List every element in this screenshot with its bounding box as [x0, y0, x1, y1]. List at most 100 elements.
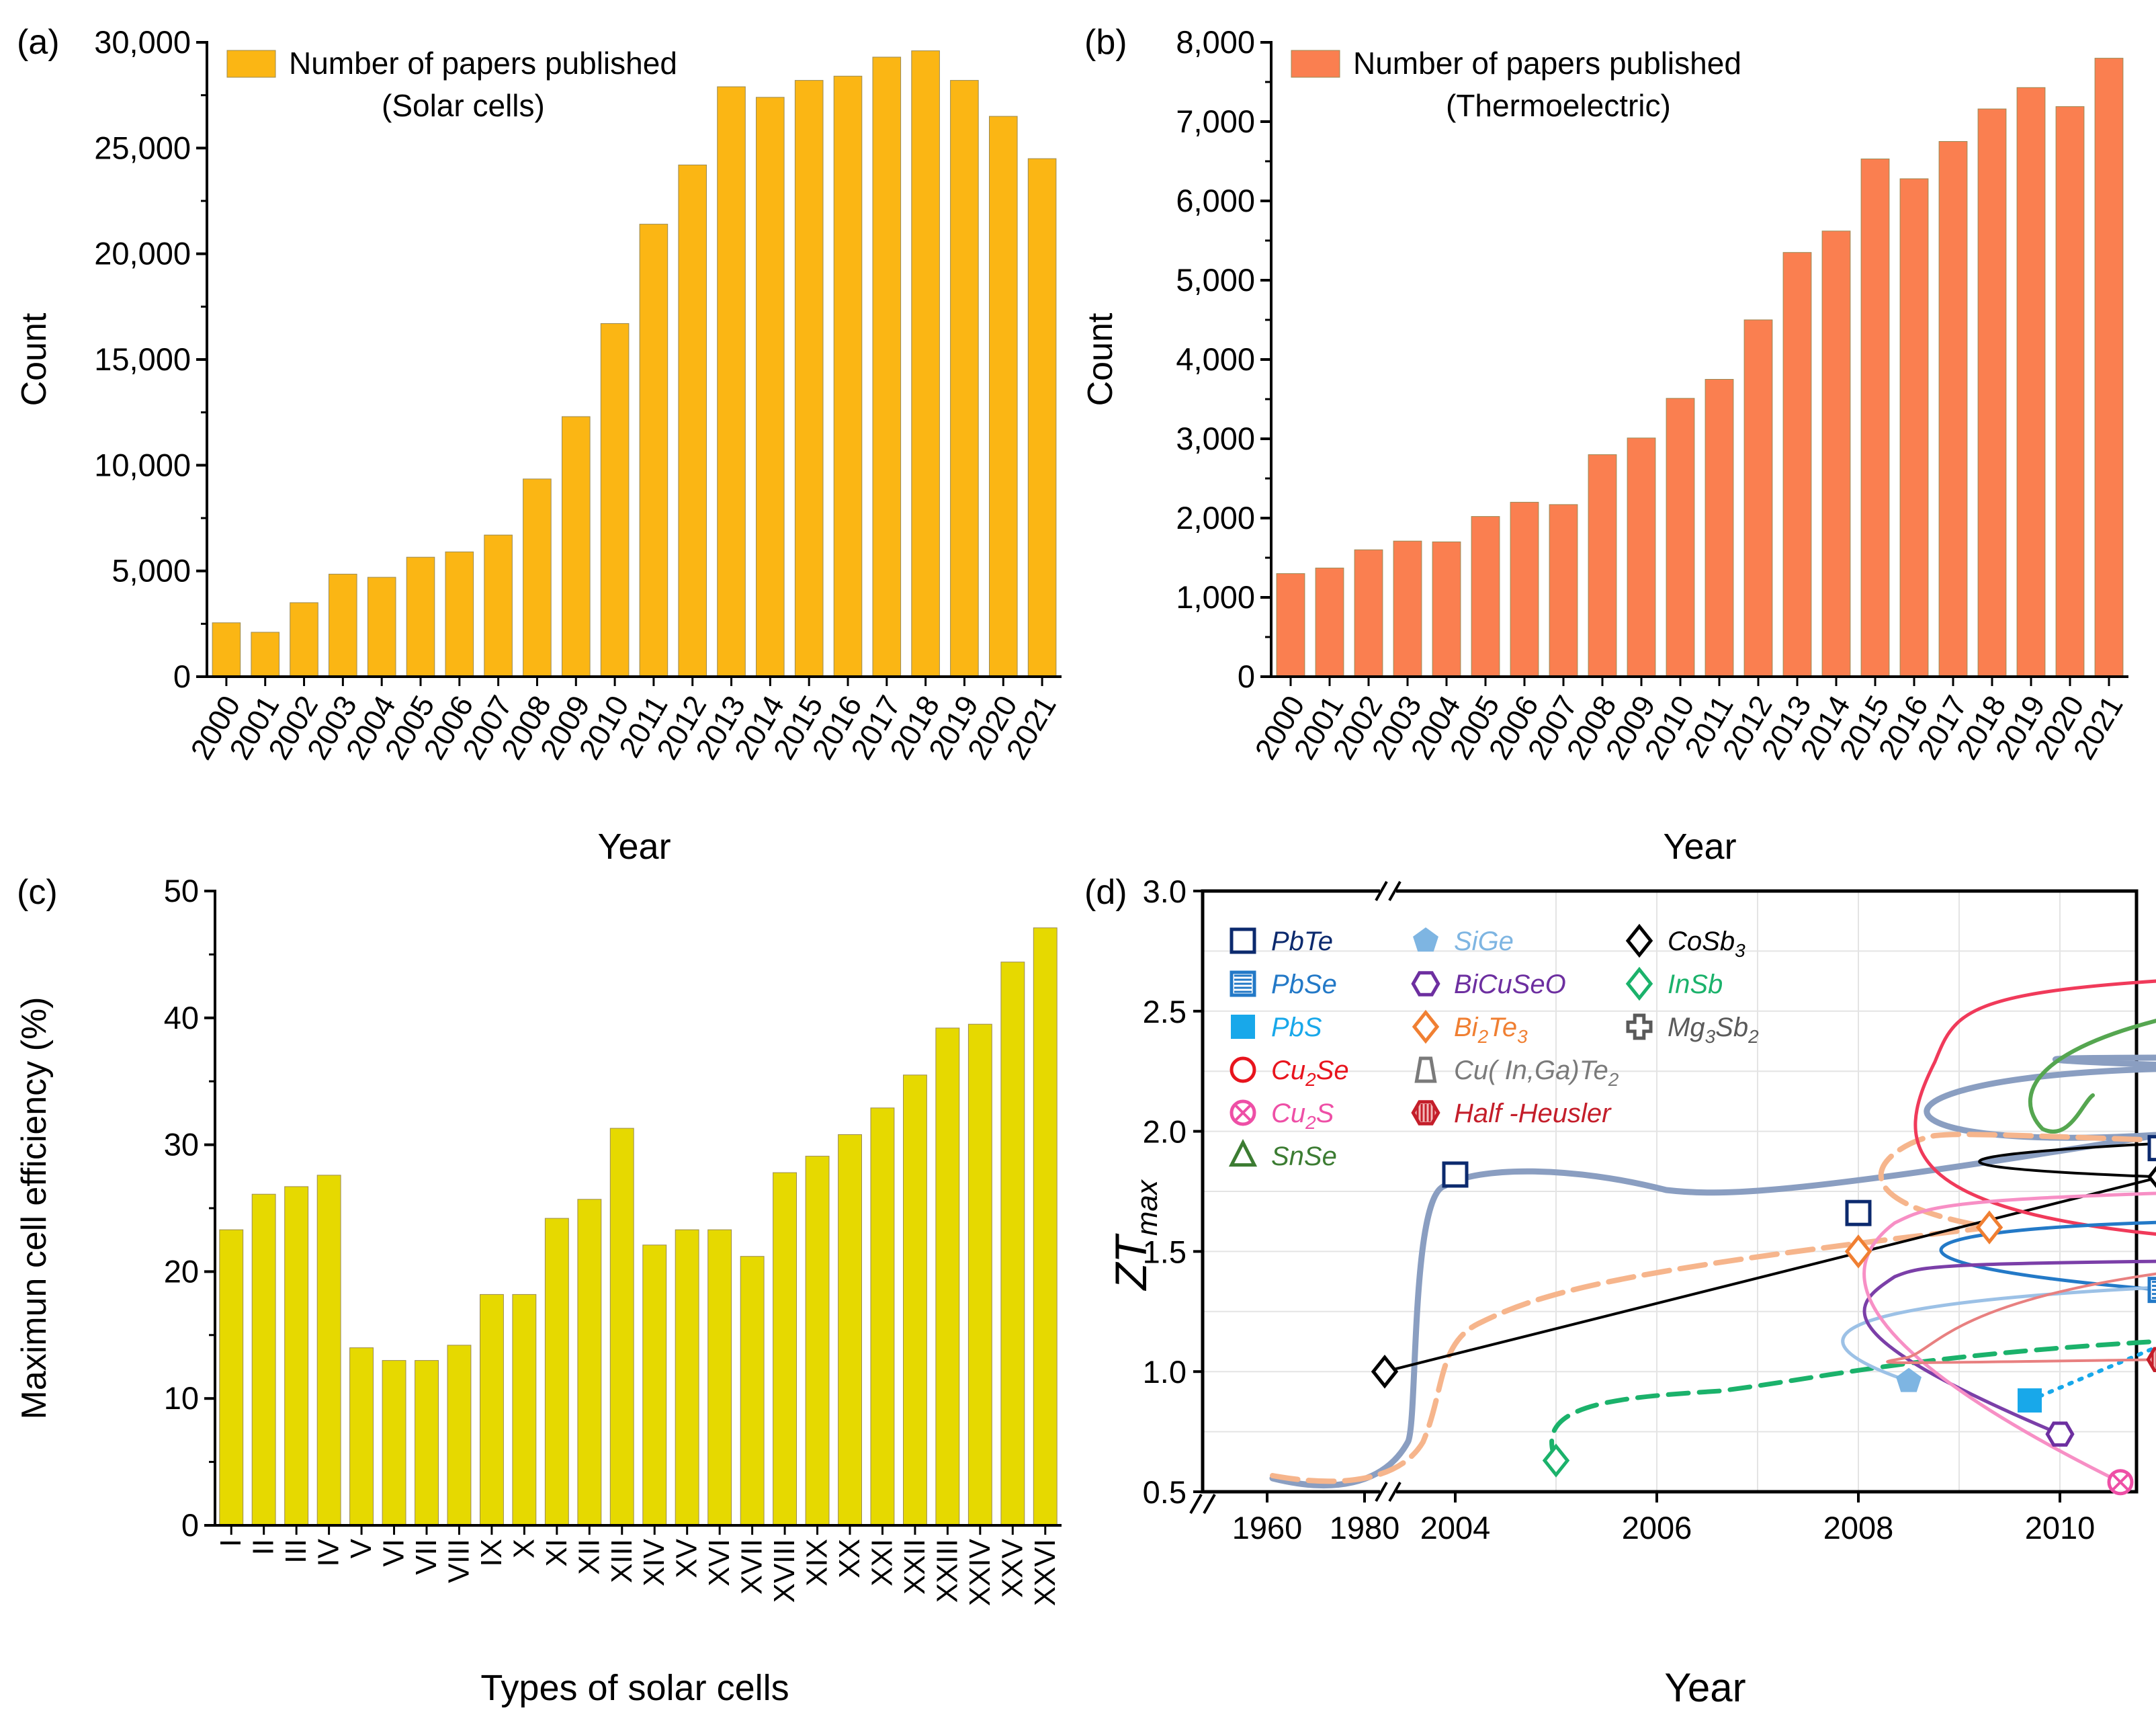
- trend-lines: [1269, 979, 2156, 1488]
- legend-label: Cu2S: [1271, 1099, 1334, 1133]
- marker-shape: [1230, 927, 1256, 954]
- line-PbSe: [1939, 1220, 2156, 1292]
- y-tick-label: 0: [173, 659, 191, 694]
- legend-marker: [1413, 927, 1438, 952]
- x-tick-label: XXIII: [931, 1539, 963, 1603]
- bar-2020: [2055, 106, 2085, 677]
- marker-shape: [1411, 971, 1440, 997]
- legend-marker: [1625, 923, 1653, 958]
- legend-marker: [1412, 1009, 1440, 1044]
- legend-label: Bi2Te3: [1454, 1013, 1528, 1047]
- y-tick-label: 30: [164, 1127, 199, 1162]
- bar-XVIII: [773, 1172, 797, 1526]
- y-axis-label: Maximun cell efficiency (%): [15, 997, 54, 1419]
- x-tick-label: 2010: [2025, 1510, 2096, 1546]
- legend-marker: [1230, 1056, 1256, 1083]
- bar-2004: [367, 577, 396, 677]
- y-axis-label: ZTmax: [1106, 1179, 1164, 1292]
- legend-label: BiCuSeO: [1454, 970, 1566, 999]
- marker-shape: [1625, 923, 1653, 958]
- legend: PbTe PbSe PbS Cu2Se Cu2S SnSe SiGe BiCuSeO Bi2Te…: [1228, 923, 1759, 1171]
- bar-2002: [290, 602, 318, 677]
- bar-2011: [1705, 379, 1734, 677]
- y-axis-label: Count: [1081, 312, 1120, 406]
- bar-2006: [445, 551, 474, 677]
- bar-V: [349, 1347, 374, 1526]
- y-tick-label: 2,000: [1176, 500, 1255, 536]
- marker-SiGe: [1896, 1367, 1922, 1392]
- y-tick-label: 10: [164, 1380, 199, 1416]
- bar-2017: [1938, 141, 1968, 677]
- y-tick-label: 2.0: [1143, 1114, 1187, 1150]
- marker-shape: [1230, 1056, 1256, 1083]
- legend-label: SiGe: [1454, 927, 1514, 956]
- bar-XIX: [805, 1156, 830, 1526]
- bar-X: [512, 1294, 537, 1526]
- bar-2000: [1276, 573, 1305, 677]
- bar-VII: [415, 1360, 439, 1526]
- bar-2014: [1821, 230, 1851, 677]
- marker-PbTe: [1442, 1161, 1469, 1188]
- bar-2018: [911, 50, 940, 677]
- legend-label: Cu( In,Ga)Te2: [1454, 1056, 1619, 1090]
- bar-2002: [1354, 549, 1383, 677]
- bar-2015: [1860, 159, 1890, 677]
- x-tick-label: 1980: [1330, 1510, 1400, 1546]
- line-SnSe: [2028, 1019, 2156, 1134]
- y-tick-label: 1.0: [1143, 1354, 1187, 1390]
- x-tick-label: XII: [572, 1539, 605, 1575]
- y-tick-label: 1,000: [1176, 579, 1255, 615]
- chart-panel-d: 0.5 1.0 1.5 2.0 2.5 3.0 1960 1980 2004 2006 2008 20…: [1084, 873, 2156, 1710]
- x-tick-label: XXIV: [963, 1538, 996, 1606]
- marker-Bi2Te3: [1975, 1210, 2003, 1244]
- x-tick-label: XVIII: [768, 1539, 801, 1603]
- chart-panel-b: 0 1,000 2,000 3,000 4,000 5,000 6,000 7,000 8,00…: [1081, 23, 2130, 867]
- line-Bi2Te3: [1270, 1132, 2156, 1484]
- marker-shape: [2045, 1421, 2075, 1447]
- x-tick-label: XXI: [865, 1539, 898, 1586]
- y-tick-label: 3.0: [1143, 874, 1187, 909]
- x-tick-label: XVII: [736, 1539, 769, 1595]
- legend-marker: [1625, 966, 1653, 1001]
- y-tick-label: 20: [164, 1253, 199, 1289]
- legend-label: (Thermoelectric): [1446, 88, 1671, 123]
- bar-2018: [1977, 108, 2007, 677]
- y-tick-label: 2.5: [1143, 994, 1187, 1029]
- line-Cu2S: [1862, 1191, 2156, 1484]
- marker-PbS: [2018, 1388, 2042, 1413]
- x-tick-label: 2006: [1622, 1510, 1692, 1546]
- line-PbS: [2028, 1345, 2156, 1403]
- bar-2003: [329, 573, 357, 677]
- line-SiGe: [1841, 1285, 2156, 1383]
- x-axis-break: [1375, 881, 1388, 901]
- bar-2012: [678, 165, 707, 677]
- bar-XVII: [740, 1256, 765, 1526]
- bar-VI: [382, 1360, 406, 1526]
- x-tick-label: 2008: [1823, 1510, 1894, 1546]
- legend-label: Half -Heusler: [1454, 1099, 1612, 1128]
- bar-XII: [577, 1199, 602, 1526]
- y-tick-label: 8,000: [1176, 24, 1255, 60]
- y-tick-label: 25,000: [94, 130, 191, 165]
- y-tick-label: 10,000: [94, 447, 191, 482]
- legend-label: CoSb3: [1668, 927, 1745, 961]
- x-tick-label: XXVI: [1029, 1539, 1062, 1606]
- legend-swatch: [1291, 50, 1340, 78]
- marker-shape: [2147, 1135, 2156, 1162]
- marker-shape: [1845, 1199, 1872, 1226]
- x-tick-label: II: [247, 1539, 280, 1555]
- marker-shape: [1625, 966, 1653, 1001]
- y-tick-label: 5,000: [1176, 262, 1255, 298]
- marker-PbTe: [2147, 1135, 2156, 1162]
- x-tick-label: I: [214, 1539, 247, 1547]
- panel-label: (c): [17, 873, 58, 912]
- grid: [1203, 891, 2137, 1492]
- x-tick-label: XXII: [898, 1539, 931, 1595]
- legend-label: Number of papers published: [289, 46, 677, 81]
- x-tick-label: XV: [671, 1538, 703, 1578]
- bar-2013: [717, 86, 746, 677]
- marker-shape: [1412, 1009, 1440, 1044]
- bar-XXIII: [935, 1027, 960, 1526]
- marker-shape: [1442, 1161, 1469, 1188]
